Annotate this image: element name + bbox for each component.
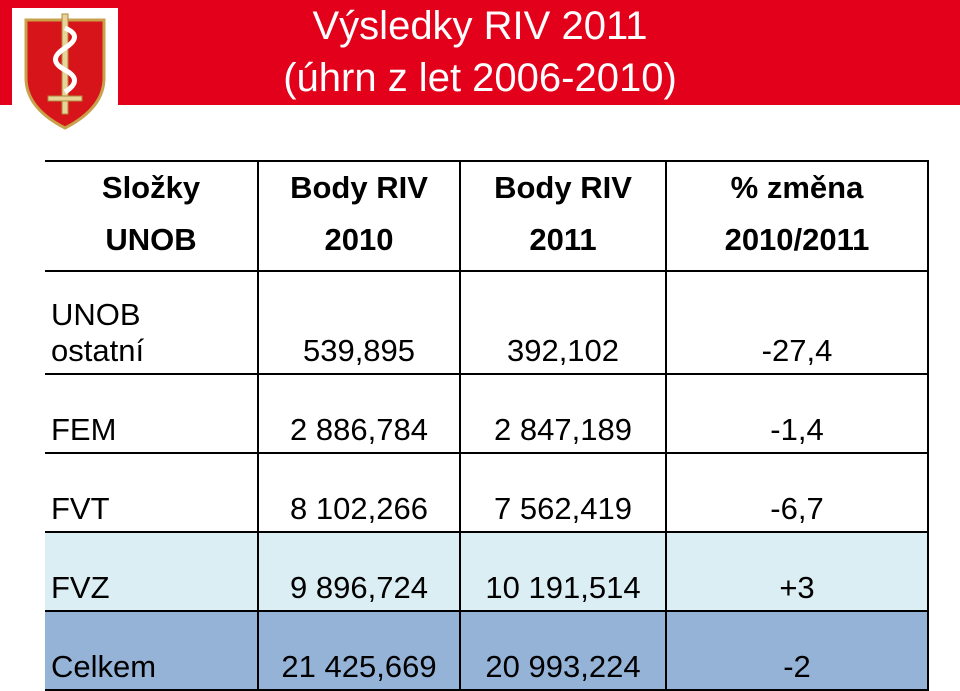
header-text: UNOB [105,222,197,257]
header-band [0,0,960,105]
row-label: Celkem [51,649,157,684]
cell-value: +3 [779,570,815,605]
table-row: UNOB ostatní 539,895 392,102 -27,4 [45,270,929,375]
table-cell: 20 993,224 [459,610,667,691]
table-cell: -1,4 [665,373,929,454]
table-cell: 392,102 [459,270,667,375]
cell-value: 392,102 [506,333,620,368]
header-text: 2010/2011 [724,222,870,257]
table-cell: +3 [665,531,929,612]
row-label: FVT [51,491,110,526]
header-text: Body RIV [290,170,428,205]
table-cell: 2 886,784 [257,373,461,454]
header-cell: Složky UNOB [45,160,259,272]
table-cell: 539,895 [257,270,461,375]
table-row: FVZ 9 896,724 10 191,514 +3 [45,531,929,612]
header-cell: % změna 2010/2011 [665,160,929,272]
header-text: % změna [730,170,864,205]
header-cell: Body RIV 2011 [459,160,667,272]
cell-value: 21 425,669 [281,649,437,684]
slide-title: Výsledky RIV 2011 (úhrn z let 2006-2010) [130,0,830,104]
header-row: Složky UNOB Body RIV 2010 Body RIV 2011 % změn… [45,160,929,272]
table-cell: FVT [45,452,259,533]
header-text: Složky [101,170,201,205]
cell-value: -6,7 [770,491,824,526]
cell-value: 2 886,784 [290,412,428,447]
table-cell: 2 847,189 [459,373,667,454]
table-cell: 9 896,724 [257,531,461,612]
table-cell: FVZ [45,531,259,612]
title-line: Výsledky RIV 2011 [312,4,648,48]
table-cell: 8 102,266 [257,452,461,533]
title-line: (úhrn z let 2006-2010) [283,56,677,100]
cell-value: -27,4 [761,333,833,368]
header-text: 2010 [324,222,394,257]
row-label: UNOB [51,297,141,332]
cell-value: 10 191,514 [485,570,641,605]
table-cell: Celkem [45,610,259,691]
table-cell: -6,7 [665,452,929,533]
header-text: 2011 [529,222,597,257]
cell-value: 539,895 [302,333,416,368]
header-cell: Body RIV 2010 [257,160,461,272]
header-text: Body RIV [494,170,632,205]
table-cell: 7 562,419 [459,452,667,533]
results-table: Složky UNOB Body RIV 2010 Body RIV 2011 % změn… [45,160,929,691]
table-cell: -27,4 [665,270,929,375]
row-label: FVZ [51,570,110,605]
table-cell: -2 [665,610,929,691]
table-row: FVT 8 102,266 7 562,419 -6,7 [45,452,929,533]
table-cell: 21 425,669 [257,610,461,691]
cell-value: -2 [783,649,811,684]
cell-value: 2 847,189 [494,412,632,447]
cell-value: 9 896,724 [290,570,428,605]
cell-value: -1,4 [770,412,824,447]
logo [12,8,118,134]
cell-value: 20 993,224 [485,649,641,684]
cell-value: 7 562,419 [494,491,632,526]
table-cell: UNOB ostatní [45,270,259,375]
table-row: Celkem 21 425,669 20 993,224 -2 [45,610,929,691]
row-label: FEM [51,412,117,447]
table-cell: FEM [45,373,259,454]
cell-value: 8 102,266 [290,491,428,526]
row-label: ostatní [51,333,145,368]
table-cell: 10 191,514 [459,531,667,612]
table-row: FEM 2 886,784 2 847,189 -1,4 [45,373,929,454]
